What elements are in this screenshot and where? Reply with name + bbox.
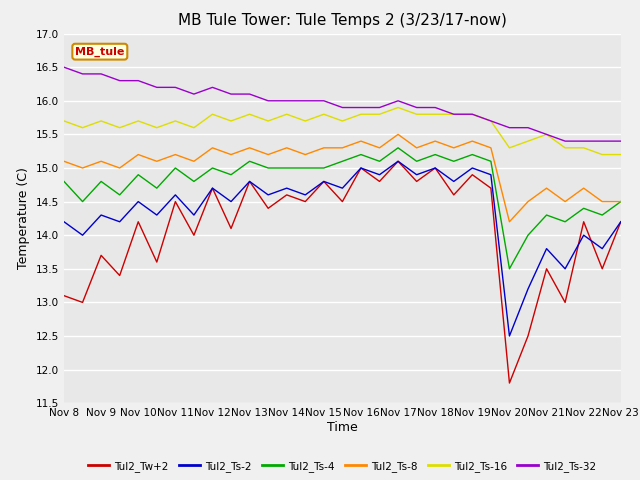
Y-axis label: Temperature (C): Temperature (C) (17, 168, 30, 269)
Title: MB Tule Tower: Tule Temps 2 (3/23/17-now): MB Tule Tower: Tule Temps 2 (3/23/17-now… (178, 13, 507, 28)
Legend: Tul2_Tw+2, Tul2_Ts-2, Tul2_Ts-4, Tul2_Ts-8, Tul2_Ts-16, Tul2_Ts-32: Tul2_Tw+2, Tul2_Ts-2, Tul2_Ts-4, Tul2_Ts… (84, 456, 601, 476)
Text: MB_tule: MB_tule (75, 47, 125, 57)
X-axis label: Time: Time (327, 421, 358, 434)
